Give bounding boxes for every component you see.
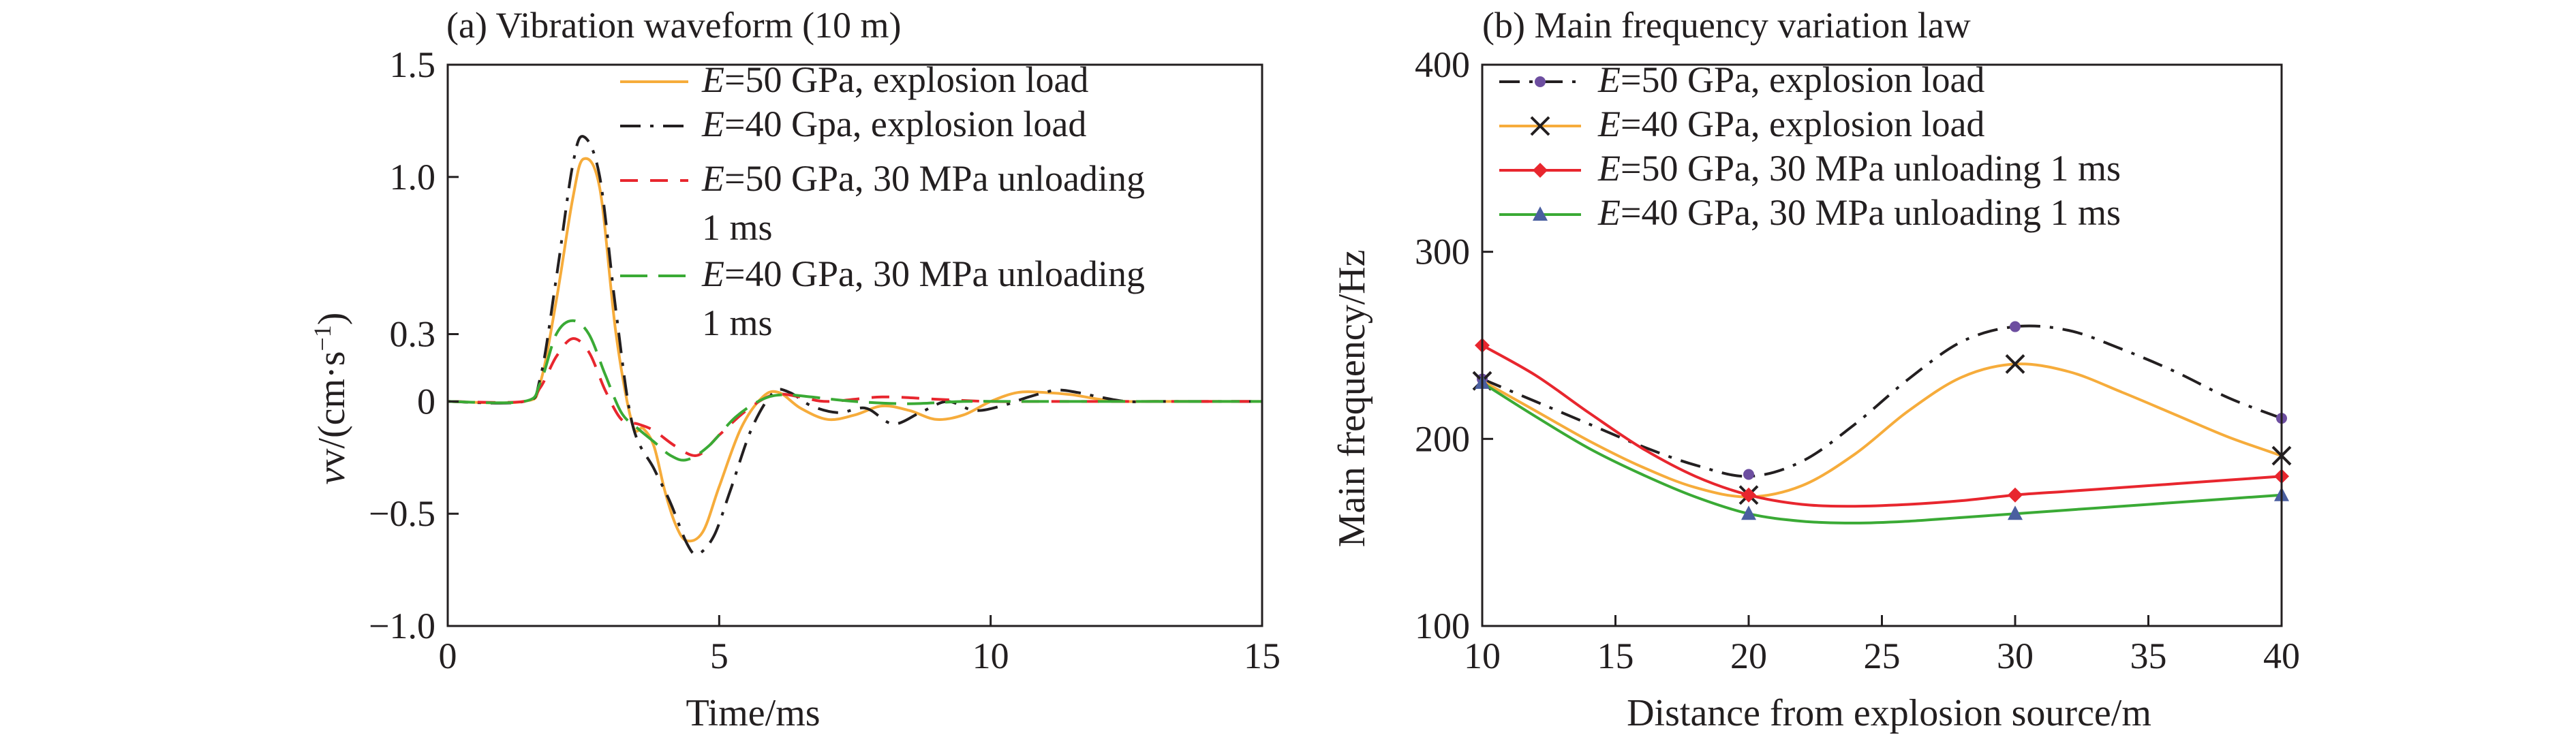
chart-b-y-tick-label: 100 (1415, 606, 1470, 646)
chart-b-legend-label: E=50 GPa, 30 MPa unloading 1 ms (1597, 148, 2121, 189)
chart-b-data-point (1743, 469, 1754, 480)
chart-a-y-axis-label: vv/(cm·s−1) (309, 313, 353, 485)
chart-a-ticks: 0 5 10 15 −1.0 −0.5 0 0.3 1.0 1.5 (369, 44, 1281, 676)
chart-a-y-tick-label: −1.0 (369, 606, 435, 646)
chart-b-x-tick-label: 10 (1464, 636, 1501, 676)
chart-b-y-tick-label: 300 (1415, 232, 1470, 272)
vibration-waveform-panel: (a) Vibration waveform (10 m) Time/ms vv… (309, 5, 1281, 734)
chart-b-x-tick-label: 40 (2263, 636, 2300, 676)
chart-b-series-line-2 (1482, 362, 2282, 499)
chart-b-series-line-1 (1482, 324, 2282, 478)
chart-b-series-line-3 (1482, 344, 2282, 508)
main-frequency-panel: (b) Main frequency variation law Distanc… (1331, 5, 2300, 734)
chart-a-x-tick-label: 10 (972, 636, 1009, 676)
chart-b-y-tick-label: 200 (1415, 418, 1470, 459)
chart-b-legend-marker (1533, 163, 1548, 178)
chart-b-legend-marker (1530, 116, 1550, 136)
chart-a-x-tick-label: 0 (439, 636, 457, 676)
chart-a-legend-label: E=40 Gpa, explosion load (701, 104, 1086, 144)
chart-a-series-line-4 (447, 319, 1262, 462)
chart-b-legend-label: E=40 GPa, 30 MPa unloading 1 ms (1597, 192, 2121, 233)
chart-a-series-line-2 (447, 135, 1262, 556)
chart-b-legend-marker (1535, 76, 1546, 87)
chart-b-data-point (2005, 354, 2025, 374)
chart-a-x-axis-label: Time/ms (686, 692, 820, 734)
chart-b-x-tick-label: 35 (2130, 636, 2167, 676)
chart-a-y-tick-label: 1.5 (390, 44, 436, 85)
chart-a-plot-frame (446, 63, 1263, 627)
chart-b-legend-marker (1533, 206, 1548, 221)
chart-a-legend-label: 1 ms (702, 207, 773, 248)
chart-b-x-tick-label: 15 (1597, 636, 1634, 676)
chart-a-legend-label: E=40 GPa, 30 MPa unloading (701, 253, 1145, 294)
chart-b-data-point (1741, 487, 1756, 503)
chart-b-series-line-4 (1481, 381, 2282, 524)
chart-b-ticks: 10 15 20 25 30 35 40 100 200 300 400 (1415, 44, 2300, 676)
chart-b-data-point (2008, 487, 2023, 503)
chart-b-legend-label: E=50 GPa, explosion load (1597, 59, 1984, 100)
chart-a-x-tick-label: 15 (1244, 636, 1281, 676)
chart-b-data-point (2008, 505, 2023, 520)
chart-a-legend-label: 1 ms (702, 302, 773, 343)
chart-a-title: (a) Vibration waveform (10 m) (446, 5, 902, 46)
chart-a-legend-label: E=50 GPa, 30 MPa unloading (701, 158, 1145, 199)
chart-a-series-layer (447, 135, 1262, 556)
chart-b-y-tick-label: 400 (1415, 44, 1470, 85)
chart-b-title: (b) Main frequency variation law (1482, 5, 1971, 46)
chart-b-legend-label: E=40 GPa, explosion load (1597, 104, 1984, 144)
chart-b-series-layer (1472, 321, 2292, 524)
chart-a-y-tick-label: 0.3 (390, 314, 436, 355)
chart-a-legend-label: E=50 GPa, explosion load (701, 59, 1088, 100)
chart-b-data-point (1741, 505, 1756, 520)
chart-b-y-axis-label: Main frequency/Hz (1331, 250, 1373, 548)
chart-a-series-line-3 (447, 337, 1262, 457)
chart-a-y-tick-label: −0.5 (369, 493, 435, 534)
chart-a-y-tick-label: 0 (417, 381, 435, 422)
chart-b-x-tick-label: 30 (1997, 636, 2034, 676)
chart-b-x-tick-label: 25 (1864, 636, 1901, 676)
chart-b-x-axis-label: Distance from explosion source/m (1627, 692, 2151, 734)
chart-a-y-tick-label: 1.0 (390, 157, 436, 198)
chart-a-series-line-1 (447, 157, 1262, 543)
chart-b-x-tick-label: 20 (1730, 636, 1767, 676)
chart-a-x-tick-label: 5 (710, 636, 729, 676)
chart-b-data-point (2010, 321, 2021, 332)
